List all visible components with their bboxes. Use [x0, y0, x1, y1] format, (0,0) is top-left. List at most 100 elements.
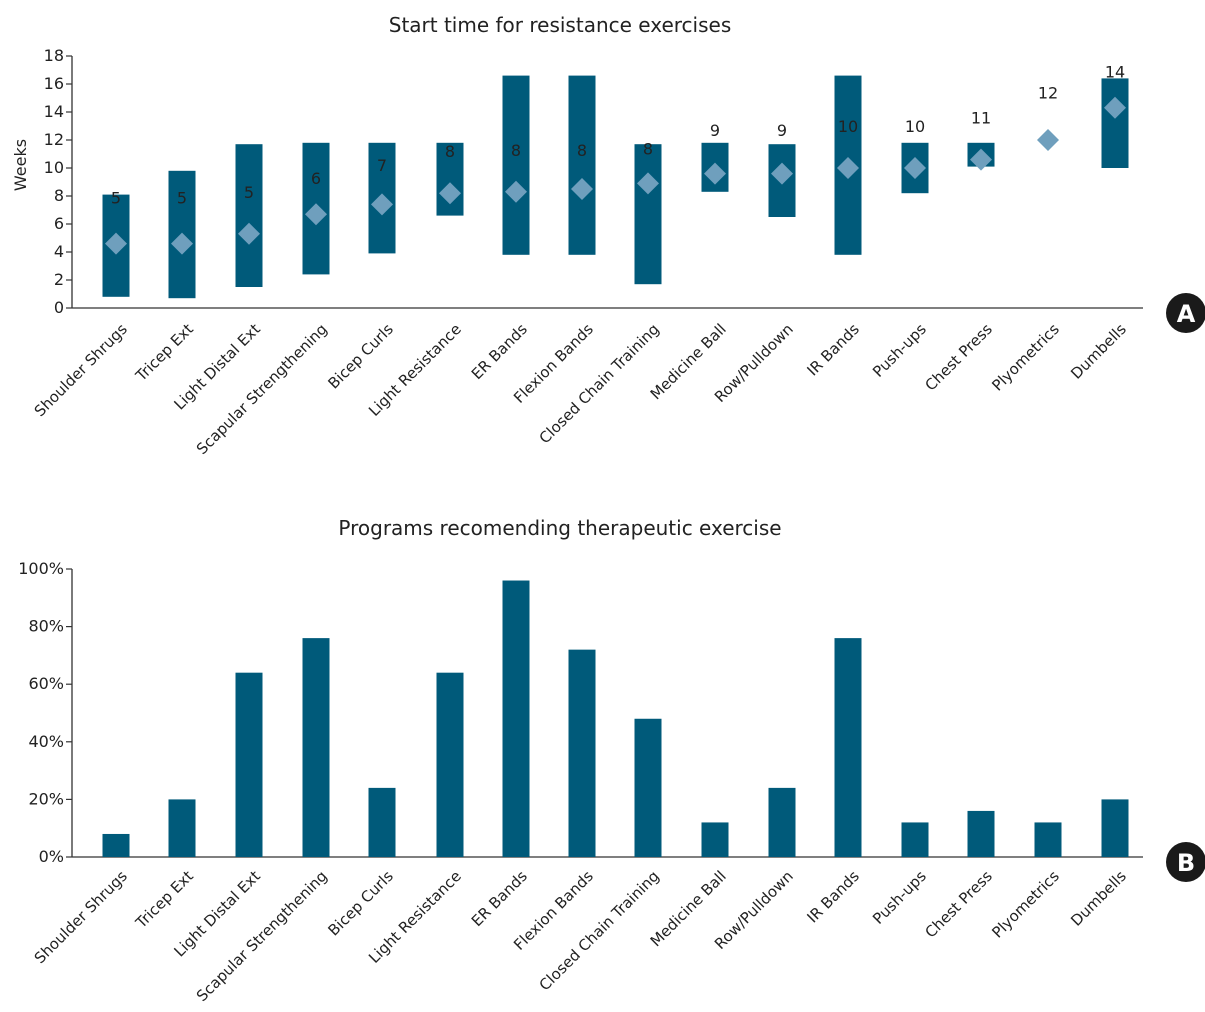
- marker-chest-press: [970, 148, 992, 171]
- panel-a-badge: A: [1166, 293, 1205, 333]
- y-tick-label: 0: [54, 298, 64, 317]
- chart-a-y-axis-label: Weeks: [11, 139, 30, 191]
- bar-ir-bands: [834, 638, 862, 857]
- range-bar-dumbells: [1101, 78, 1129, 168]
- range-bar-closed-chain-training: [634, 144, 662, 285]
- category-label-scapular-strengthening: Scapular Strengthening: [193, 867, 331, 1005]
- category-label-chest-press: Chest Press: [921, 320, 995, 394]
- y-tick-label: 14: [44, 102, 64, 121]
- data-label-light-resistance: 8: [445, 142, 455, 161]
- bar-light-resistance: [436, 672, 464, 857]
- chart-a-data-labels: 5 5 5 6 7 8 8 8 8 9 9 10 10 11 12 14: [111, 62, 1125, 207]
- bar-er-bands: [502, 580, 530, 857]
- bar-light-distal-ext: [235, 672, 263, 857]
- data-label-closed-chain-training: 8: [643, 139, 653, 158]
- range-bar-light-distal-ext: [235, 144, 263, 287]
- y-tick-label: 4: [54, 242, 64, 261]
- bar-dumbells: [1101, 799, 1129, 857]
- panel-b-programs-chart: Programs recomending therapeutic exercis…: [18, 516, 1205, 1005]
- category-label-dumbells: Dumbells: [1067, 320, 1130, 383]
- data-label-plyometrics: 12: [1038, 83, 1058, 102]
- y-tick-label: 18: [44, 46, 64, 65]
- y-tick-label: 20%: [28, 789, 64, 808]
- marker-flexion-bands: [571, 178, 593, 200]
- panel-b-badge: B: [1166, 842, 1205, 882]
- data-label-scapular-strengthening: 6: [311, 169, 321, 188]
- data-label-medicine-ball: 9: [710, 121, 720, 140]
- category-label-plyometrics: Plyometrics: [988, 320, 1063, 395]
- y-tick-label: 100%: [18, 559, 64, 578]
- data-label-flexion-bands: 8: [577, 141, 587, 160]
- data-label-dumbells: 14: [1105, 62, 1125, 81]
- range-bar-flexion-bands: [568, 75, 596, 255]
- marker-light-distal-ext: [238, 222, 260, 245]
- panel-a-start-time-chart: Start time for resistance exercises Week…: [11, 13, 1205, 458]
- chart-a-markers: [105, 96, 1126, 255]
- panel-b-badge-label: B: [1177, 849, 1195, 877]
- category-label-er-bands: ER Bands: [468, 320, 531, 383]
- marker-closed-chain-training: [637, 172, 659, 195]
- category-label-dumbells: Dumbells: [1067, 867, 1130, 930]
- marker-push-ups: [904, 157, 926, 179]
- chart-b-bars: [102, 580, 1129, 857]
- data-label-push-ups: 10: [905, 117, 925, 136]
- category-label-plyometrics: Plyometrics: [988, 867, 1063, 942]
- chart-a-title: Start time for resistance exercises: [389, 13, 732, 37]
- y-tick-label: 40%: [28, 732, 64, 751]
- data-label-shoulder-shrugs: 5: [111, 188, 121, 207]
- y-tick-label: 10: [44, 158, 64, 177]
- y-tick-label: 2: [54, 270, 64, 289]
- marker-medicine-ball: [704, 162, 726, 185]
- category-label-bicep-curls: Bicep Curls: [324, 867, 397, 940]
- marker-plyometrics: [1037, 129, 1059, 151]
- chart-a-y-ticks: 0 2 4 6 8 10 12 14 16 18: [44, 46, 72, 317]
- bar-closed-chain-training: [634, 718, 662, 857]
- data-label-chest-press: 11: [971, 109, 991, 128]
- bar-scapular-strengthening: [302, 638, 330, 857]
- category-label-chest-press: Chest Press: [921, 867, 995, 941]
- y-tick-label: 12: [44, 130, 64, 149]
- chart-b-y-ticks: 0% 20% 40% 60% 80% 100%: [18, 559, 72, 866]
- category-label-scapular-strengthening: Scapular Strengthening: [193, 320, 331, 458]
- y-tick-label: 80%: [28, 617, 64, 636]
- chart-b-title: Programs recomending therapeutic exercis…: [338, 516, 781, 540]
- category-label-push-ups: Push-ups: [869, 867, 930, 928]
- chart-a-axes: [71, 56, 1143, 309]
- range-bar-er-bands: [502, 75, 530, 255]
- category-label-tricep-ext: Tricep Ext: [132, 867, 197, 932]
- category-label-closed-chain-training: Closed Chain Training: [536, 320, 663, 447]
- data-label-row-pulldown: 9: [777, 121, 787, 140]
- category-label-ir-bands: IR Bands: [803, 867, 862, 926]
- y-tick-label: 60%: [28, 674, 64, 693]
- category-label-push-ups: Push-ups: [869, 320, 930, 381]
- bar-tricep-ext: [168, 799, 196, 857]
- marker-shoulder-shrugs: [105, 232, 127, 255]
- data-label-er-bands: 8: [511, 141, 521, 160]
- y-tick-label: 16: [44, 74, 64, 93]
- bar-shoulder-shrugs: [102, 833, 130, 857]
- bar-row-pulldown: [768, 787, 796, 857]
- data-label-ir-bands: 10: [838, 117, 858, 136]
- y-tick-label: 6: [54, 214, 64, 233]
- chart-a-range-bars: [102, 75, 1129, 299]
- bar-push-ups: [901, 822, 929, 857]
- marker-tricep-ext: [171, 232, 193, 255]
- marker-row-pulldown: [771, 162, 793, 185]
- data-label-bicep-curls: 7: [377, 156, 387, 175]
- bar-plyometrics: [1034, 822, 1062, 857]
- y-tick-label: 0%: [39, 847, 64, 866]
- panel-a-badge-circle: [1166, 293, 1205, 333]
- category-label-bicep-curls: Bicep Curls: [324, 320, 397, 393]
- panel-a-badge-label: A: [1177, 300, 1196, 328]
- bar-chest-press: [967, 810, 995, 857]
- bar-medicine-ball: [701, 822, 729, 857]
- bar-flexion-bands: [568, 649, 596, 857]
- category-label-ir-bands: IR Bands: [803, 320, 862, 379]
- marker-bicep-curls: [371, 193, 393, 216]
- marker-scapular-strengthening: [305, 203, 327, 226]
- marker-light-resistance: [439, 182, 461, 205]
- panel-b-badge-circle: [1166, 842, 1205, 882]
